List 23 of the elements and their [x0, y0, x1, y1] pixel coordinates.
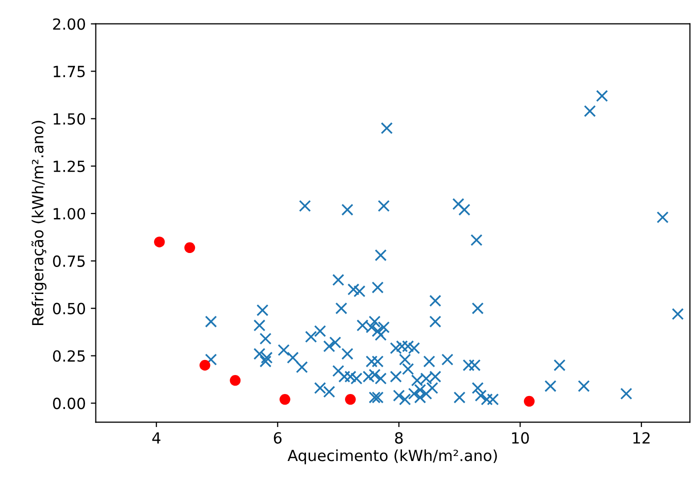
x-tick-label: 12 — [633, 432, 650, 444]
point — [345, 394, 356, 405]
y-tick-label: 2.00 — [53, 18, 86, 30]
y-tick-label: 0.50 — [53, 302, 86, 314]
y-tick-label: 1.00 — [54, 208, 86, 220]
y-tick-label: 0.25 — [53, 350, 85, 362]
y-tick-label: 0.75 — [53, 255, 85, 267]
x-axis-title: Aquecimento (kWh/m².ano) — [288, 449, 497, 464]
x-tick-label: 6 — [274, 432, 282, 444]
y-tick-label: 0.00 — [53, 398, 86, 410]
x-tick-label: 4 — [152, 432, 160, 444]
y-tick-label: 1.75 — [54, 66, 85, 78]
point — [184, 242, 196, 254]
y-axis-title: Refrigeração (kWh/m².ano) — [31, 120, 46, 325]
y-tick-label: 1.50 — [54, 113, 86, 125]
point — [154, 236, 165, 248]
point — [230, 375, 241, 386]
y-tick-label: 1.25 — [54, 160, 85, 172]
x-tick-label: 10 — [512, 432, 529, 444]
point — [524, 396, 535, 407]
point — [280, 394, 290, 405]
point — [200, 360, 210, 371]
x-tick-label: 8 — [395, 432, 403, 444]
